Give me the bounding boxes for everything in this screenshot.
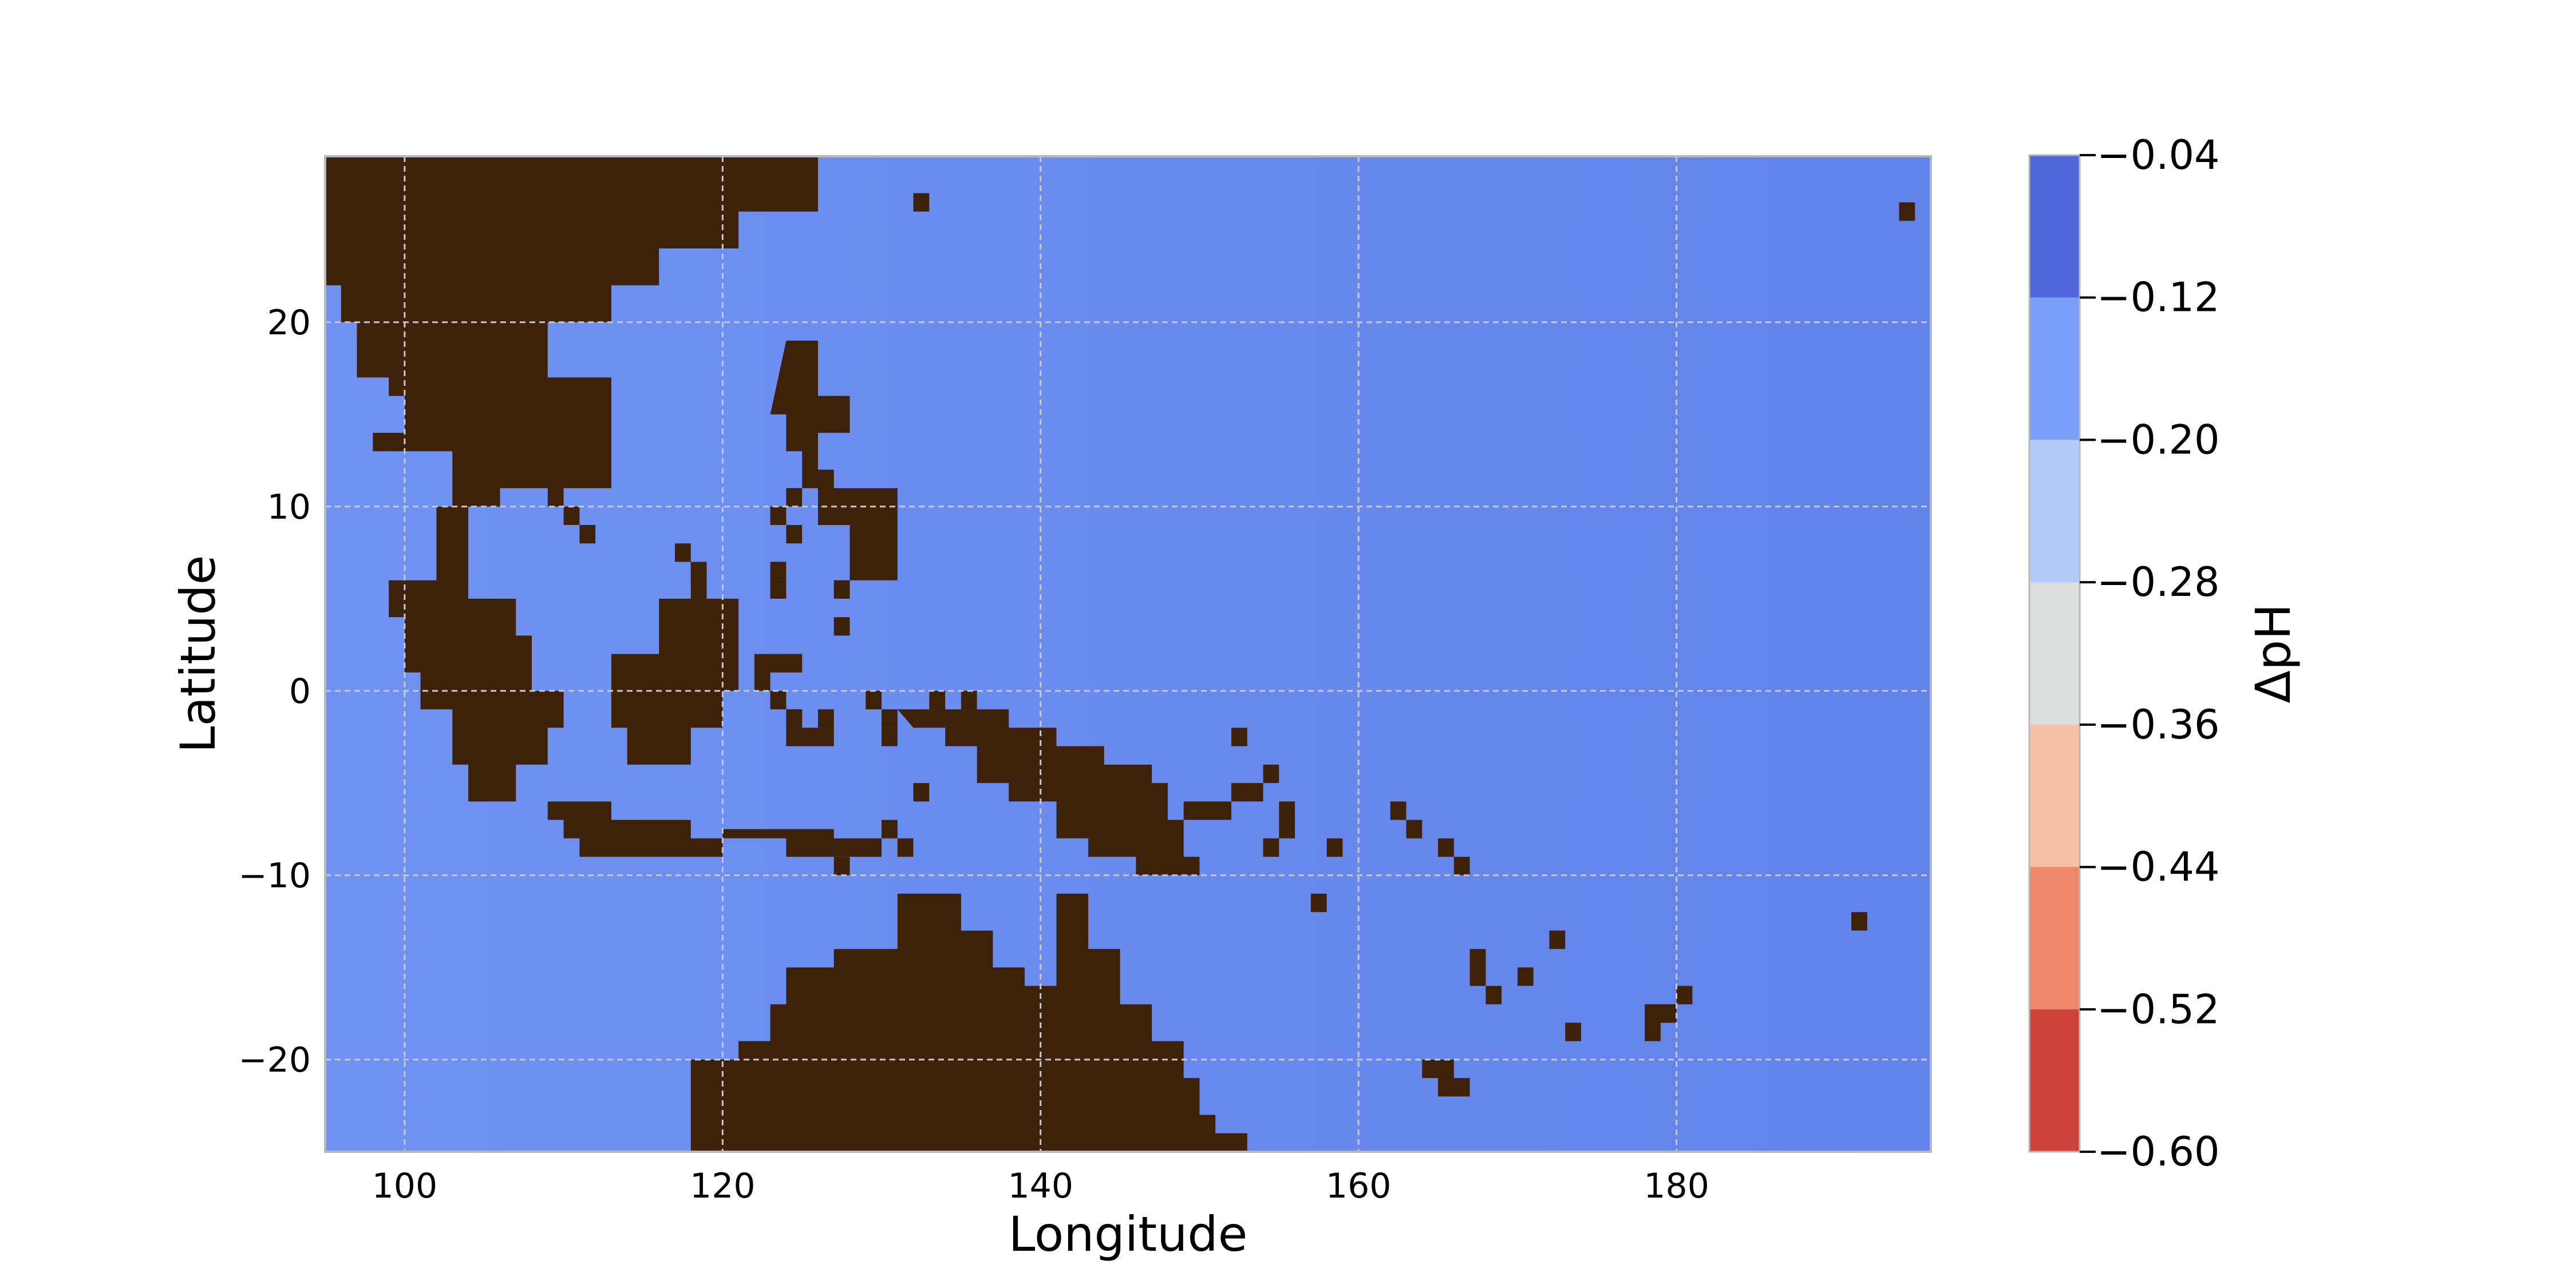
x-tick-label: 180 (1643, 1166, 1709, 1206)
colorbar-bin (2029, 867, 2080, 1010)
land-islet (771, 580, 787, 599)
y-axis: 20 10 0 −10 −20 (238, 303, 311, 1080)
x-axis-label: Longitude (1009, 1206, 1248, 1262)
colorbar-bin (2029, 725, 2080, 867)
land-islet (834, 857, 850, 875)
land-islet (564, 507, 580, 525)
x-axis: 100 120 140 160 180 (372, 1166, 1709, 1206)
land-islet (771, 562, 787, 580)
land-islet (771, 507, 787, 525)
land-islet (1311, 894, 1327, 912)
colorbar-bin (2029, 155, 2080, 298)
land-islet (1263, 839, 1279, 857)
y-axis-label: Latitude (170, 555, 226, 753)
land-islet (691, 562, 707, 580)
land-islet (691, 691, 707, 709)
land-islet (1565, 1023, 1581, 1041)
land-islet (961, 691, 977, 709)
land-islet (914, 193, 930, 211)
colorbar-tick-label: −0.04 (2097, 132, 2220, 179)
colorbar-tick-label: −0.36 (2097, 701, 2220, 748)
colorbar-tick-label: −0.52 (2097, 986, 2220, 1033)
land-islet (898, 839, 914, 857)
colorbar-tick-label: −0.12 (2097, 274, 2220, 321)
land-islet (373, 433, 389, 451)
colorbar-bin (2029, 298, 2080, 440)
land-islet (818, 709, 834, 728)
land-islet (929, 691, 945, 709)
land-islet (1231, 728, 1247, 746)
land-islet (882, 709, 898, 728)
land-islet (1406, 820, 1423, 838)
colorbar-label: ΔpH (2245, 604, 2301, 704)
colorbar-bin (2029, 582, 2080, 725)
land-islet (579, 525, 595, 543)
land-islet (1454, 857, 1470, 875)
land-islet (834, 580, 850, 599)
land-islet (1390, 801, 1406, 820)
x-tick-label: 100 (372, 1166, 438, 1206)
y-tick-label: 0 (289, 671, 311, 712)
colorbar-tick-label: −0.44 (2097, 844, 2220, 891)
land-islet (866, 691, 882, 709)
land-islet (786, 525, 802, 543)
land-fiji-2 (1677, 986, 1693, 1004)
x-tick-label: 140 (1008, 1166, 1073, 1206)
land-islet (834, 617, 850, 635)
land-islet (675, 543, 691, 562)
land-islet (882, 728, 898, 746)
y-tick-label: −10 (238, 856, 311, 896)
land-islet (914, 783, 930, 801)
x-tick-label: 120 (690, 1166, 756, 1206)
land-islet (786, 488, 802, 507)
land-islet (786, 709, 802, 728)
y-tick-label: 20 (267, 303, 311, 343)
plot-area (325, 156, 1931, 1152)
colorbar-tick-label: −0.60 (2097, 1128, 2220, 1175)
land-islet (1518, 967, 1534, 986)
colorbar-tick-label: −0.20 (2097, 416, 2220, 463)
y-tick-label: 10 (267, 487, 311, 527)
land-islet (1549, 931, 1565, 949)
land-islet (882, 820, 898, 838)
colorbar-tick-label: −0.28 (2097, 559, 2220, 606)
colorbar-bin (2029, 440, 2080, 582)
land-solomons (1279, 801, 1295, 838)
y-tick-label: −20 (238, 1040, 311, 1080)
colorbar-bin (2029, 1009, 2080, 1152)
land-islet (1438, 839, 1454, 857)
land-islet (675, 617, 691, 635)
land-islet (1851, 912, 1867, 930)
colorbar: −0.04 −0.12 −0.20 −0.28 −0.36 −0.44 −0.52 −0.60 (2029, 132, 2220, 1175)
land-islet (389, 433, 405, 451)
land-islet (1899, 203, 1915, 221)
land-solomons-2 (1327, 839, 1343, 857)
land-islet (691, 599, 707, 617)
x-tick-label: 160 (1326, 1166, 1392, 1206)
